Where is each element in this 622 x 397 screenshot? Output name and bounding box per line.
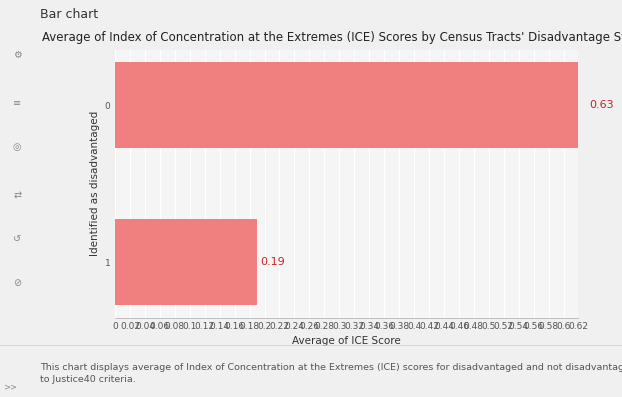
Text: 0.19: 0.19 <box>260 257 285 267</box>
Text: This chart displays average of Index of Concentration at the Extremes (ICE) scor: This chart displays average of Index of … <box>40 364 622 384</box>
Text: ◎: ◎ <box>13 142 21 152</box>
Text: ⚙: ⚙ <box>12 50 22 60</box>
Text: 0.63: 0.63 <box>589 100 613 110</box>
Text: >>: >> <box>3 383 17 392</box>
Title: Average of Index of Concentration at the Extremes (ICE) Scores by Census Tracts': Average of Index of Concentration at the… <box>42 31 622 44</box>
Text: Bar chart: Bar chart <box>40 8 98 21</box>
X-axis label: Average of ICE Score: Average of ICE Score <box>292 335 401 346</box>
Bar <box>115 219 257 305</box>
Text: ↺: ↺ <box>13 234 21 244</box>
Text: ≡: ≡ <box>13 98 21 108</box>
Bar <box>115 62 586 148</box>
Text: ⊘: ⊘ <box>13 278 21 288</box>
Text: ⇄: ⇄ <box>13 190 21 200</box>
Y-axis label: Identified as disadvantaged: Identified as disadvantaged <box>90 111 100 256</box>
